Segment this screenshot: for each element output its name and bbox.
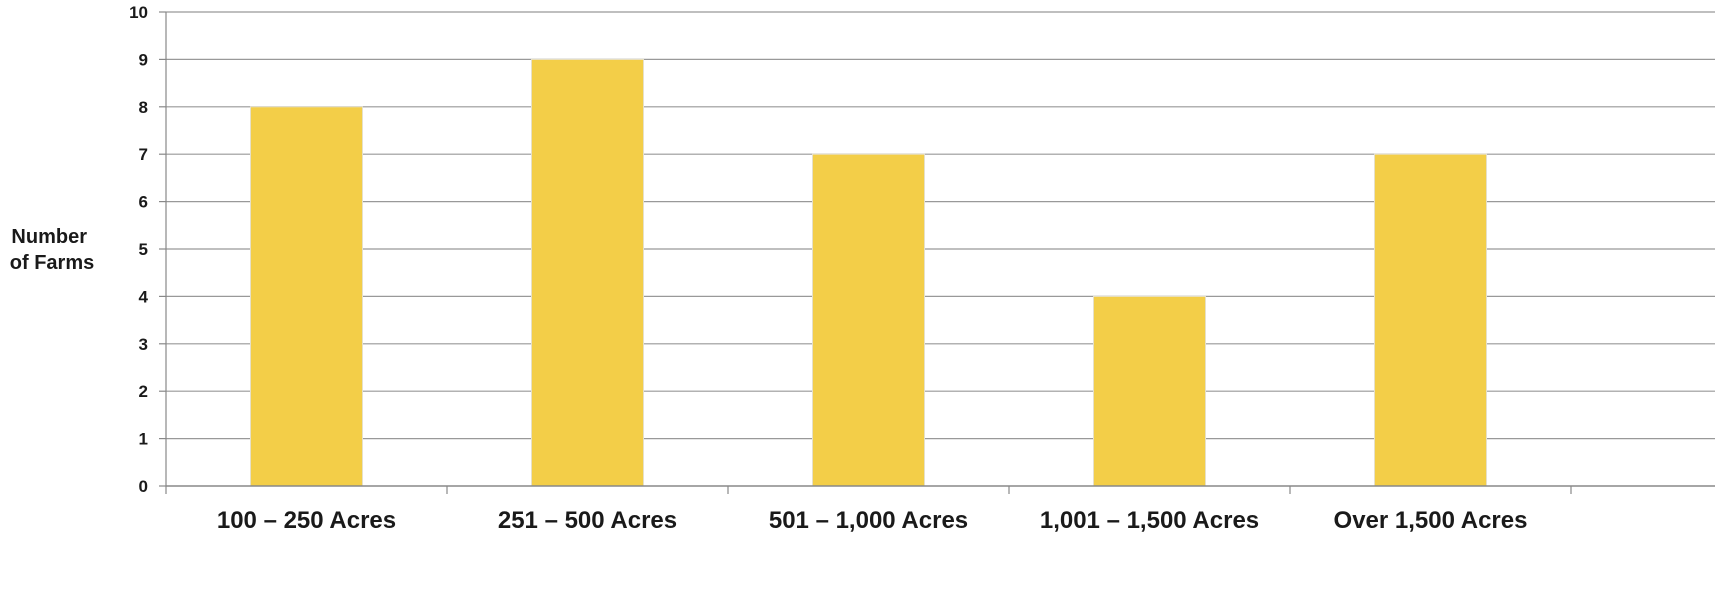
bar — [250, 106, 363, 487]
y-axis-label-line-1: Number — [11, 226, 87, 248]
y-tick-label: 1 — [139, 430, 148, 449]
axes — [159, 11, 1715, 494]
x-tick-label: 501 – 1,000 Acres — [769, 507, 968, 534]
y-tick-label: 4 — [139, 287, 149, 306]
y-axis-label: Number of Farms — [10, 226, 94, 274]
bar — [1093, 295, 1206, 487]
y-tick-label: 6 — [139, 193, 148, 212]
x-tick-label: 1,001 – 1,500 Acres — [1040, 507, 1259, 534]
y-tick-label: 10 — [129, 3, 148, 22]
x-tick-label: Over 1,500 Acres — [1334, 507, 1528, 534]
bars — [250, 58, 1487, 487]
bar — [531, 58, 644, 487]
x-tick-label: 251 – 500 Acres — [498, 507, 677, 534]
y-tick-label: 2 — [139, 382, 148, 401]
y-tick-label: 8 — [139, 98, 148, 117]
gridlines — [166, 11, 1715, 440]
y-tick-labels: 0 1 2 3 4 5 6 7 8 9 10 — [129, 3, 148, 496]
bar — [1374, 153, 1487, 487]
y-axis-label-line-2: of Farms — [10, 252, 94, 274]
y-tick-label: 9 — [139, 50, 148, 69]
y-tick-label: 0 — [139, 477, 148, 496]
y-tick-label: 5 — [139, 240, 148, 259]
x-tick-labels: 100 – 250 Acres 251 – 500 Acres 501 – 1,00… — [217, 507, 1528, 534]
y-tick-label: 7 — [139, 145, 148, 164]
x-tick-label: 100 – 250 Acres — [217, 507, 396, 534]
y-tick-label: 3 — [139, 335, 148, 354]
bar — [812, 153, 925, 487]
